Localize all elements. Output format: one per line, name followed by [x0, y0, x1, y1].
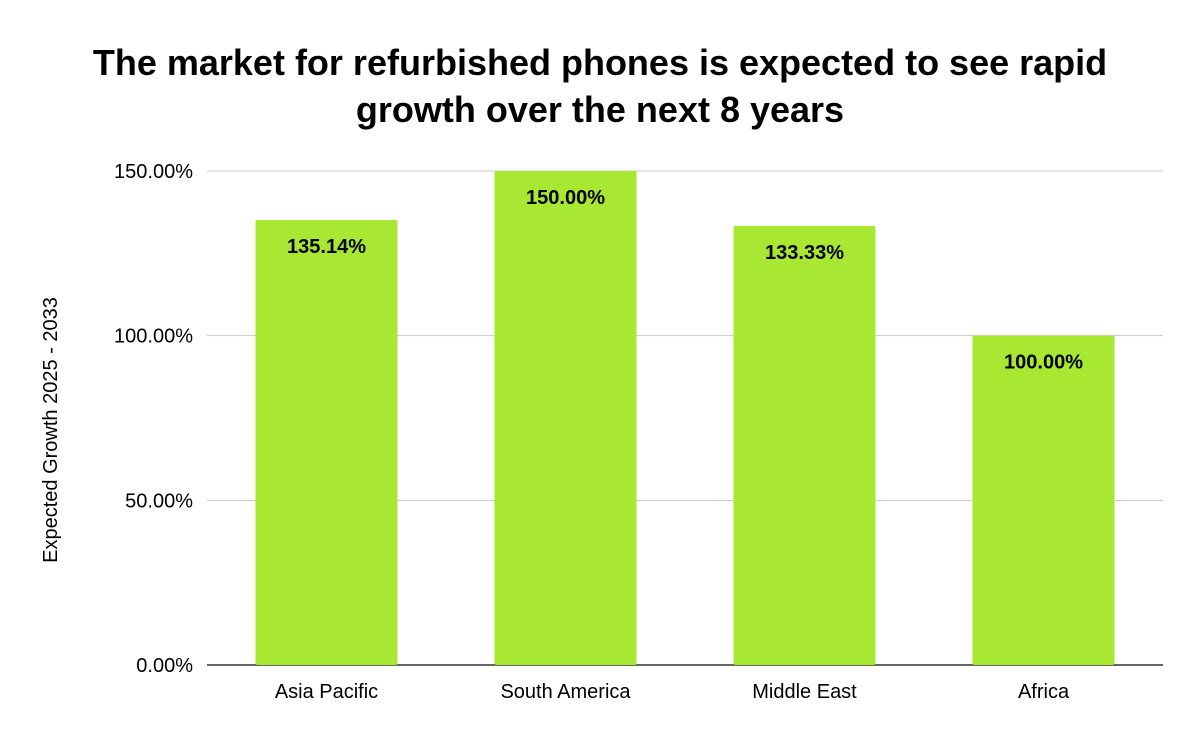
data-labels: 135.14% 150.00% 133.33% 100.00% [287, 187, 1083, 374]
y-axis-ticks: 0.00% 50.00% 100.00% 150.00% [114, 161, 193, 677]
x-category-label: Asia Pacific [275, 681, 378, 703]
x-category-label: South America [500, 681, 631, 703]
bar [255, 219, 398, 665]
chart-title-line-2: growth over the next 8 years [356, 89, 844, 130]
chart-title-line-1: The market for refurbished phones is exp… [93, 42, 1107, 83]
bar-data-label: 150.00% [526, 187, 605, 209]
y-tick-label: 0.00% [136, 655, 193, 677]
bar-data-label: 100.00% [1004, 352, 1083, 374]
x-category-label: Africa [1018, 681, 1070, 703]
x-axis-categories: Asia Pacific South America Middle East Afri… [275, 681, 1070, 703]
bar [494, 171, 637, 665]
bar-data-label: 135.14% [287, 236, 366, 258]
bar-data-label: 133.33% [765, 242, 844, 264]
bar [733, 225, 876, 665]
y-tick-label: 150.00% [114, 161, 193, 183]
y-tick-label: 100.00% [114, 326, 193, 348]
bars [255, 171, 1115, 665]
x-category-label: Middle East [752, 681, 857, 703]
y-axis-title: Expected Growth 2025 - 2033 [40, 297, 62, 563]
bar [972, 335, 1115, 665]
y-tick-label: 50.00% [125, 490, 193, 512]
